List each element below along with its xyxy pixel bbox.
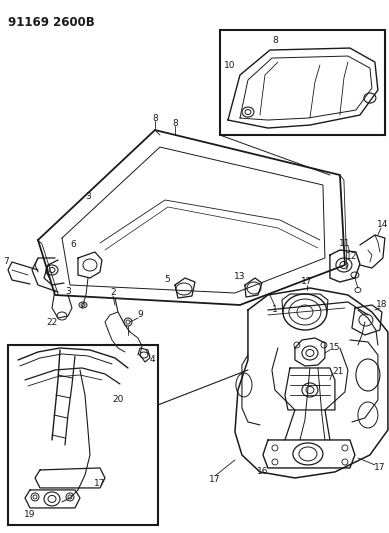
Text: 17: 17 [209,475,221,484]
Text: 8: 8 [152,114,158,123]
Text: 91169 2600B: 91169 2600B [8,16,95,29]
Text: 17: 17 [374,464,385,472]
Text: 14: 14 [377,220,389,229]
Text: 10: 10 [224,61,236,69]
Text: 6: 6 [70,239,76,248]
Text: 9: 9 [137,311,143,319]
Text: 15: 15 [329,343,341,352]
Text: 4: 4 [149,356,155,365]
Text: 13: 13 [234,272,246,281]
Text: 18: 18 [376,301,388,310]
Text: 21: 21 [332,367,343,376]
Text: 3: 3 [65,287,71,296]
Text: 8: 8 [172,118,178,127]
Text: 22: 22 [46,319,58,327]
Bar [8,345,158,525]
Bar [220,30,385,135]
Text: 2: 2 [110,288,116,297]
Text: 16: 16 [257,467,269,477]
Text: 11: 11 [339,238,350,247]
Text: 20: 20 [112,395,124,405]
Text: 5: 5 [164,276,170,285]
Text: 3: 3 [85,191,91,200]
Text: 17: 17 [94,480,106,488]
Text: 8: 8 [272,36,278,45]
Text: 19: 19 [24,511,36,520]
Text: 17: 17 [301,278,313,287]
Text: 12: 12 [346,252,357,261]
Text: 7: 7 [3,256,9,265]
Text: 1: 1 [272,305,278,314]
